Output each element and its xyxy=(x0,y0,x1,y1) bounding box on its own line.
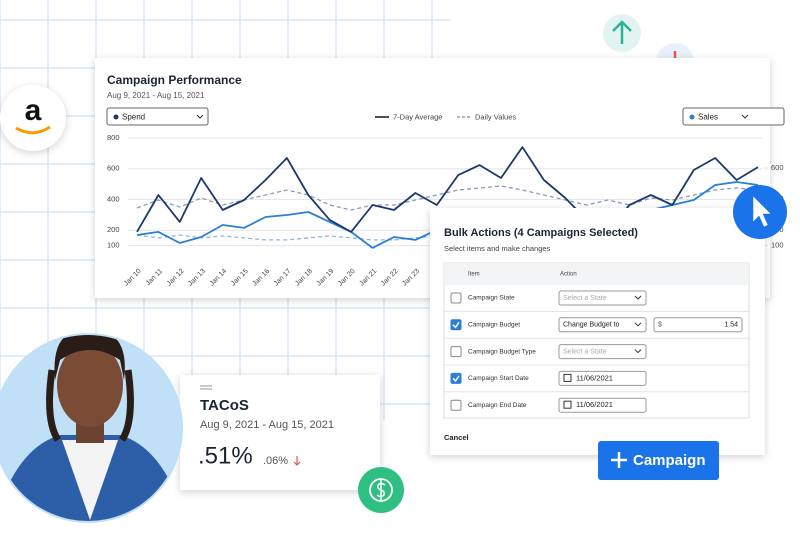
chart-title: Campaign Performance xyxy=(107,73,242,87)
y2-tick-label: 600 xyxy=(771,163,784,172)
spend-selector-label: Spend xyxy=(122,113,145,122)
row-item: Campaign Budget Type xyxy=(468,348,536,355)
row-item: Campaign End Date xyxy=(468,402,527,409)
checkbox[interactable] xyxy=(450,372,462,384)
amazon-smile xyxy=(15,125,51,135)
legend: 7-Day Average Daily Values xyxy=(375,112,516,121)
legend-label: 7-Day Average xyxy=(393,112,442,121)
calendar-icon xyxy=(563,400,572,409)
tacos-dates: Aug 9, 2021 - Aug 15, 2021 xyxy=(200,419,334,431)
row-item: Campaign State xyxy=(468,295,515,302)
series-line xyxy=(136,185,759,211)
bulk-title: Bulk Actions (4 Campaigns Selected) xyxy=(444,227,638,239)
select-value: Change Budget to xyxy=(563,322,620,329)
chevron xyxy=(634,295,642,300)
currency: $ xyxy=(658,322,662,329)
bulk-table xyxy=(443,262,750,419)
y-tick-label: 600 xyxy=(107,164,120,173)
bulk-subtitle: Select items and make changes xyxy=(444,244,551,253)
y-tick-label: 100 xyxy=(107,241,120,250)
y-tick-label: 200 xyxy=(107,225,120,234)
select-box[interactable] xyxy=(558,290,647,306)
chevron xyxy=(634,322,642,327)
sales-selector[interactable] xyxy=(682,107,785,126)
checkmark xyxy=(452,375,460,383)
date-box[interactable] xyxy=(558,370,647,386)
select-value: Select a State xyxy=(563,295,607,302)
campaign-button[interactable] xyxy=(598,441,719,480)
row-item: Campaign Budget xyxy=(468,322,520,329)
checkbox[interactable] xyxy=(450,399,462,411)
tacos-change: .06% xyxy=(263,455,288,467)
checkbox[interactable] xyxy=(450,346,462,358)
amount-box[interactable] xyxy=(653,317,743,333)
table-rows: Campaign State Select a State Campaign Bud… xyxy=(444,290,749,413)
chevron xyxy=(741,114,749,119)
tacos-value: .51% xyxy=(198,442,253,469)
amount: 1.54 xyxy=(724,322,738,329)
header-action: Action xyxy=(560,272,577,278)
checkbox[interactable] xyxy=(450,319,462,331)
select-box[interactable] xyxy=(558,317,647,333)
date-box[interactable] xyxy=(558,397,647,413)
amazon-logo: a xyxy=(25,94,42,127)
table-header xyxy=(444,263,749,285)
calendar-icon xyxy=(563,373,572,382)
y2-tick-label: 100 xyxy=(771,240,784,249)
header-item: Item xyxy=(468,272,480,278)
date-value: 11/06/2021 xyxy=(576,400,613,409)
select-box[interactable] xyxy=(558,344,647,360)
chevron xyxy=(196,114,204,119)
cancel-button[interactable]: Cancel xyxy=(444,433,469,442)
down-icon xyxy=(293,456,301,466)
row-item: Campaign Start Date xyxy=(468,375,529,382)
spend-selector[interactable] xyxy=(106,107,209,126)
amazon-badge xyxy=(0,85,66,151)
sales-selector-label: Sales xyxy=(698,113,718,122)
dollar-sign xyxy=(376,480,386,500)
selector-dot xyxy=(113,114,119,120)
chevron xyxy=(634,349,642,354)
series-line xyxy=(136,146,759,233)
tacos-card xyxy=(180,375,380,490)
campaign-button-label: Campaign xyxy=(633,452,706,469)
selector-dot xyxy=(689,114,695,120)
legend-label: Daily Values xyxy=(475,112,516,121)
up-arrow xyxy=(612,20,632,44)
plus-icon xyxy=(611,452,627,468)
y-tick-label: 800 xyxy=(107,133,120,142)
checkmark xyxy=(452,321,460,329)
tacos-title: TACoS xyxy=(200,397,249,414)
chart-subtitle: Aug 9, 2021 - Aug 15, 2021 xyxy=(107,91,205,100)
drag-handle xyxy=(200,385,212,390)
dollar-icon xyxy=(369,478,393,502)
checkbox[interactable] xyxy=(450,292,462,304)
date-value: 11/06/2021 xyxy=(576,373,613,382)
select-value: Select a State xyxy=(563,348,607,355)
cursor-icon xyxy=(752,195,772,228)
y-tick-label: 400 xyxy=(107,194,120,203)
